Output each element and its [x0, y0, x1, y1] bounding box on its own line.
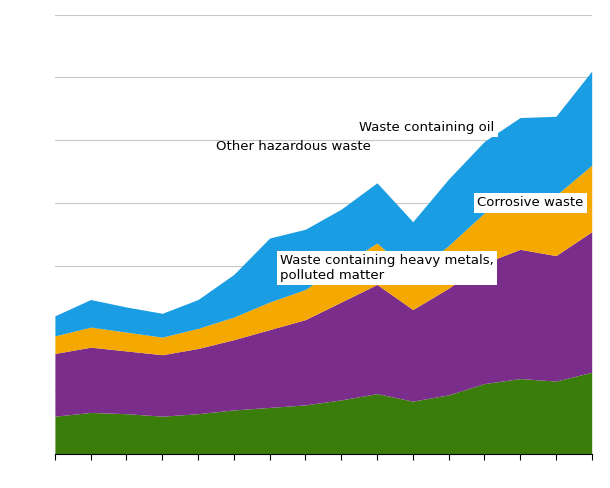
Text: Other hazardous waste: Other hazardous waste — [216, 140, 371, 153]
Text: Waste containing heavy metals,
polluted matter: Waste containing heavy metals, polluted … — [281, 254, 494, 282]
Text: Corrosive waste: Corrosive waste — [477, 196, 584, 209]
Text: Waste containing oil: Waste containing oil — [359, 121, 494, 134]
